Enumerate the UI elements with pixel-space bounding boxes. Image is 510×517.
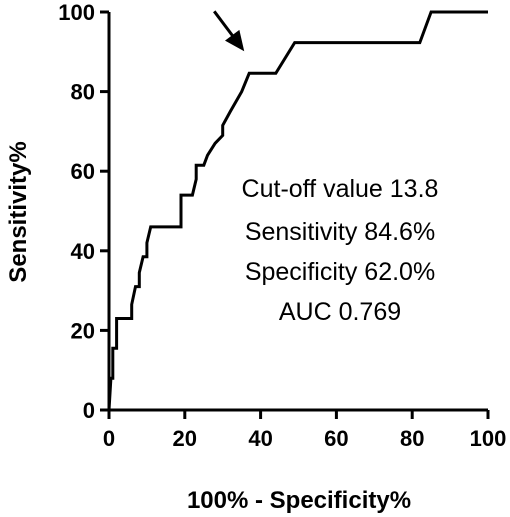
y-tick-label: 100 xyxy=(58,0,95,25)
annotation-sensitivity: Sensitivity 84.6% xyxy=(245,218,435,246)
y-tick-label: 20 xyxy=(71,318,95,343)
y-tick-label: 0 xyxy=(83,398,95,423)
ticks xyxy=(100,10,490,419)
tick-labels: 0 20 40 60 80 100 0 20 40 60 80 100 xyxy=(58,0,506,451)
axes xyxy=(107,12,488,412)
annotation-block: Cut-off value 13.8 Sensitivity 84.6% Spe… xyxy=(242,175,439,326)
x-tick-label: 20 xyxy=(173,426,197,451)
x-tick-label: 40 xyxy=(248,426,272,451)
x-tick-label: 100 xyxy=(470,426,507,451)
x-tick-label: 60 xyxy=(324,426,348,451)
y-tick-label: 80 xyxy=(71,80,95,105)
x-tick-label: 0 xyxy=(103,426,115,451)
annotation-specificity: Specificity 62.0% xyxy=(245,258,435,286)
cutoff-arrow-icon xyxy=(213,10,245,52)
roc-curve-line xyxy=(107,10,488,411)
y-tick-label: 60 xyxy=(71,159,95,184)
annotation-auc: AUC 0.769 xyxy=(279,298,401,326)
arrow-shaft xyxy=(213,10,235,38)
y-axis-title: Sensitivity% xyxy=(5,141,32,282)
arrow-head xyxy=(225,29,245,52)
y-tick-label: 40 xyxy=(71,239,95,264)
x-axis-title: 100% - Specificity% xyxy=(187,487,411,514)
annotation-cutoff: Cut-off value 13.8 xyxy=(242,175,439,203)
x-tick-label: 80 xyxy=(400,426,424,451)
